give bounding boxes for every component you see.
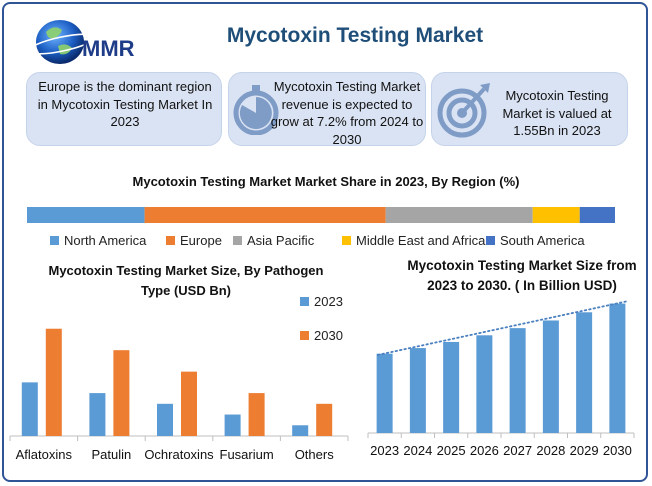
- legend-label: Asia Pacific: [247, 233, 315, 248]
- share-legend-item: North America: [50, 233, 146, 248]
- share-legend-item: South America: [486, 233, 585, 248]
- size-bar-2025: [443, 341, 460, 433]
- size-x-tick-label: 2023: [370, 443, 399, 458]
- share-segment-0: [27, 207, 145, 223]
- share-segment-4: [579, 207, 615, 223]
- legend-swatch: [166, 236, 175, 245]
- pathogen-bar-2023-Aflatoxins: [21, 382, 38, 436]
- legend-swatch: [50, 236, 59, 245]
- size-bar-2026: [476, 335, 493, 433]
- pathogen-chart-title: Mycotoxin Testing Market Size, By Pathog…: [48, 263, 324, 298]
- pathogen-x-tick-label: Patulin: [92, 447, 132, 462]
- pathogen-x-tick-label: Ochratoxins: [144, 447, 214, 462]
- pathogen-bar-2023-Others: [292, 425, 309, 436]
- size-x-tick-label: 2026: [470, 443, 499, 458]
- pathogen-bar-2023-Patulin: [89, 393, 106, 436]
- pathogen-bar-2030-Fusarium: [248, 393, 265, 436]
- size-x-tick-label: 2029: [570, 443, 599, 458]
- share-segment-3: [532, 207, 580, 223]
- mmr-logo: MMR: [27, 20, 135, 64]
- legend-label: North America: [64, 233, 147, 248]
- pathogen-bar-2030-Others: [316, 403, 333, 436]
- size-x-tick-label: 2030: [603, 443, 632, 458]
- share-legend-item: Middle East and Africa: [342, 233, 485, 248]
- share-legend-item: Europe: [166, 233, 222, 248]
- size-bar-2023: [376, 353, 393, 433]
- legend-label: Middle East and Africa: [356, 233, 486, 248]
- pathogen-bar-2030-Ochratoxins: [181, 371, 197, 436]
- share-segment-2: [385, 207, 533, 223]
- card-text-value: Mycotoxin Testing Market is valued at 1.…: [502, 88, 612, 138]
- stopwatch-icon: [233, 85, 279, 135]
- size-bar-2027: [509, 328, 526, 433]
- marketsize-chart-title: Mycotoxin Testing Market Size from 2023 …: [407, 258, 637, 293]
- pathogen-bar-2023-Ochratoxins: [157, 403, 173, 436]
- size-x-tick-label: 2028: [536, 443, 565, 458]
- size-x-tick-label: 2027: [503, 443, 532, 458]
- legend-swatch: [233, 236, 242, 245]
- pathogen-legend-swatch: [300, 297, 309, 306]
- pathogen-legend-label: 2030: [314, 328, 343, 343]
- pathogen-x-tick-label: Fusarium: [220, 447, 274, 462]
- legend-label: South America: [500, 233, 585, 248]
- marketsize-bar-chart: 2023 2024 2025 2026 2027 2028 2029 2030: [367, 300, 635, 458]
- pathogen-legend-label: 2023: [314, 294, 343, 309]
- pathogen-bar-2030-Patulin: [113, 350, 130, 436]
- size-bar-2029: [576, 312, 593, 433]
- info-card-region: Europe is the dominant region in Mycotox…: [26, 72, 222, 146]
- target-icon: [437, 83, 490, 138]
- card-text-growth: Mycotoxin Testing Market revenue is expe…: [270, 79, 424, 147]
- size-bar-2030: [609, 303, 626, 433]
- share-chart-title: Mycotoxin Testing Market Market Share in…: [132, 174, 520, 189]
- share-legend-item: Asia Pacific: [233, 233, 314, 248]
- pathogen-bar-2030-Aflatoxins: [45, 328, 62, 436]
- card-text-region: Europe is the dominant region in Mycotox…: [37, 79, 213, 129]
- pathogen-x-tick-label: Others: [295, 447, 335, 462]
- pathogen-legend-swatch: [300, 331, 309, 340]
- share-segment-1: [144, 207, 386, 223]
- page-title: Mycotoxin Testing Market: [226, 24, 484, 47]
- svg-text:MMR: MMR: [82, 36, 135, 61]
- info-card-growth: Mycotoxin Testing Market revenue is expe…: [228, 72, 426, 147]
- legend-label: Europe: [180, 233, 222, 248]
- share-stacked-bar: [27, 207, 615, 223]
- pathogen-x-tick-label: Aflatoxins: [16, 447, 73, 462]
- info-card-value: Mycotoxin Testing Market is valued at 1.…: [431, 72, 628, 146]
- size-x-tick-label: 2024: [403, 443, 432, 458]
- size-bar-2028: [542, 320, 559, 433]
- size-bar-2024: [409, 348, 426, 433]
- pathogen-bar-chart: Aflatoxins Patulin Ochratoxins Fusarium Othe…: [9, 294, 349, 462]
- legend-swatch: [342, 236, 351, 245]
- legend-swatch: [486, 236, 495, 245]
- size-x-tick-label: 2025: [437, 443, 466, 458]
- size-trendline: [377, 300, 629, 356]
- pathogen-bar-2023-Fusarium: [224, 414, 241, 436]
